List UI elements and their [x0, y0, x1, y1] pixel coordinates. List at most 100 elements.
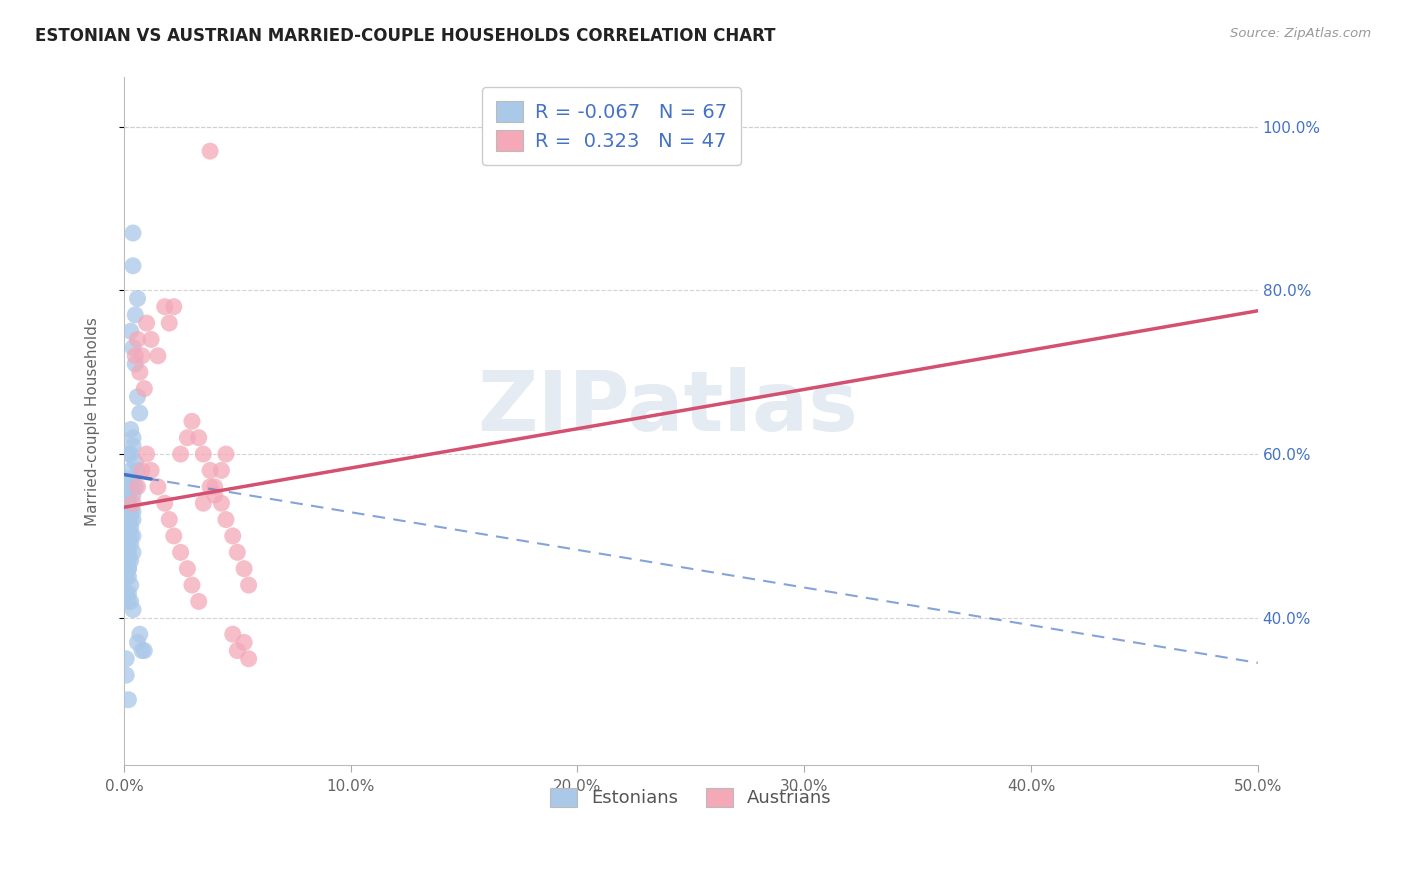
Point — [187, 431, 209, 445]
Point — [134, 382, 156, 396]
Point — [238, 578, 260, 592]
Point — [233, 635, 256, 649]
Point — [120, 447, 142, 461]
Point — [181, 414, 204, 428]
Point — [153, 496, 176, 510]
Point — [117, 692, 139, 706]
Point — [117, 488, 139, 502]
Point — [120, 594, 142, 608]
Point — [117, 562, 139, 576]
Text: Source: ZipAtlas.com: Source: ZipAtlas.com — [1230, 27, 1371, 40]
Point — [193, 496, 215, 510]
Point — [120, 504, 142, 518]
Point — [204, 488, 226, 502]
Point — [115, 521, 138, 535]
Point — [169, 545, 191, 559]
Point — [153, 300, 176, 314]
Point — [198, 144, 221, 158]
Point — [127, 480, 149, 494]
Point — [204, 480, 226, 494]
Point — [222, 627, 245, 641]
Point — [117, 586, 139, 600]
Point — [146, 480, 169, 494]
Point — [198, 480, 221, 494]
Point — [122, 431, 145, 445]
Point — [215, 512, 238, 526]
Point — [117, 529, 139, 543]
Point — [115, 570, 138, 584]
Point — [117, 480, 139, 494]
Point — [115, 553, 138, 567]
Point — [193, 447, 215, 461]
Point — [120, 423, 142, 437]
Point — [115, 562, 138, 576]
Legend: Estonians, Austrians: Estonians, Austrians — [543, 780, 839, 814]
Point — [117, 594, 139, 608]
Point — [122, 341, 145, 355]
Point — [122, 512, 145, 526]
Point — [122, 496, 145, 510]
Point — [135, 447, 157, 461]
Point — [122, 439, 145, 453]
Point — [128, 365, 150, 379]
Point — [139, 333, 162, 347]
Point — [163, 529, 186, 543]
Point — [226, 643, 249, 657]
Point — [187, 594, 209, 608]
Point — [120, 529, 142, 543]
Point — [117, 545, 139, 559]
Y-axis label: Married-couple Households: Married-couple Households — [86, 317, 100, 525]
Point — [128, 627, 150, 641]
Point — [127, 333, 149, 347]
Point — [120, 537, 142, 551]
Point — [122, 545, 145, 559]
Point — [122, 472, 145, 486]
Point — [131, 349, 153, 363]
Point — [117, 447, 139, 461]
Point — [117, 553, 139, 567]
Point — [120, 521, 142, 535]
Point — [124, 349, 146, 363]
Point — [198, 463, 221, 477]
Point — [120, 512, 142, 526]
Point — [209, 463, 232, 477]
Point — [115, 586, 138, 600]
Point — [169, 447, 191, 461]
Point — [127, 635, 149, 649]
Point — [122, 602, 145, 616]
Point — [115, 652, 138, 666]
Point — [146, 349, 169, 363]
Point — [127, 463, 149, 477]
Point — [157, 316, 180, 330]
Point — [238, 652, 260, 666]
Point — [120, 480, 142, 494]
Text: ZIPatlas: ZIPatlas — [478, 368, 859, 448]
Point — [135, 316, 157, 330]
Text: ESTONIAN VS AUSTRIAN MARRIED-COUPLE HOUSEHOLDS CORRELATION CHART: ESTONIAN VS AUSTRIAN MARRIED-COUPLE HOUS… — [35, 27, 776, 45]
Point — [120, 463, 142, 477]
Point — [117, 570, 139, 584]
Point — [122, 529, 145, 543]
Point — [115, 586, 138, 600]
Point — [181, 578, 204, 592]
Point — [122, 259, 145, 273]
Point — [215, 447, 238, 461]
Point — [117, 512, 139, 526]
Point — [117, 512, 139, 526]
Point — [120, 578, 142, 592]
Point — [226, 545, 249, 559]
Point — [124, 455, 146, 469]
Point — [117, 480, 139, 494]
Point — [131, 643, 153, 657]
Point — [176, 431, 198, 445]
Point — [115, 545, 138, 559]
Point — [117, 562, 139, 576]
Point — [124, 480, 146, 494]
Point — [115, 496, 138, 510]
Point — [139, 463, 162, 477]
Point — [122, 488, 145, 502]
Point — [209, 496, 232, 510]
Point — [122, 504, 145, 518]
Point — [127, 292, 149, 306]
Point — [122, 226, 145, 240]
